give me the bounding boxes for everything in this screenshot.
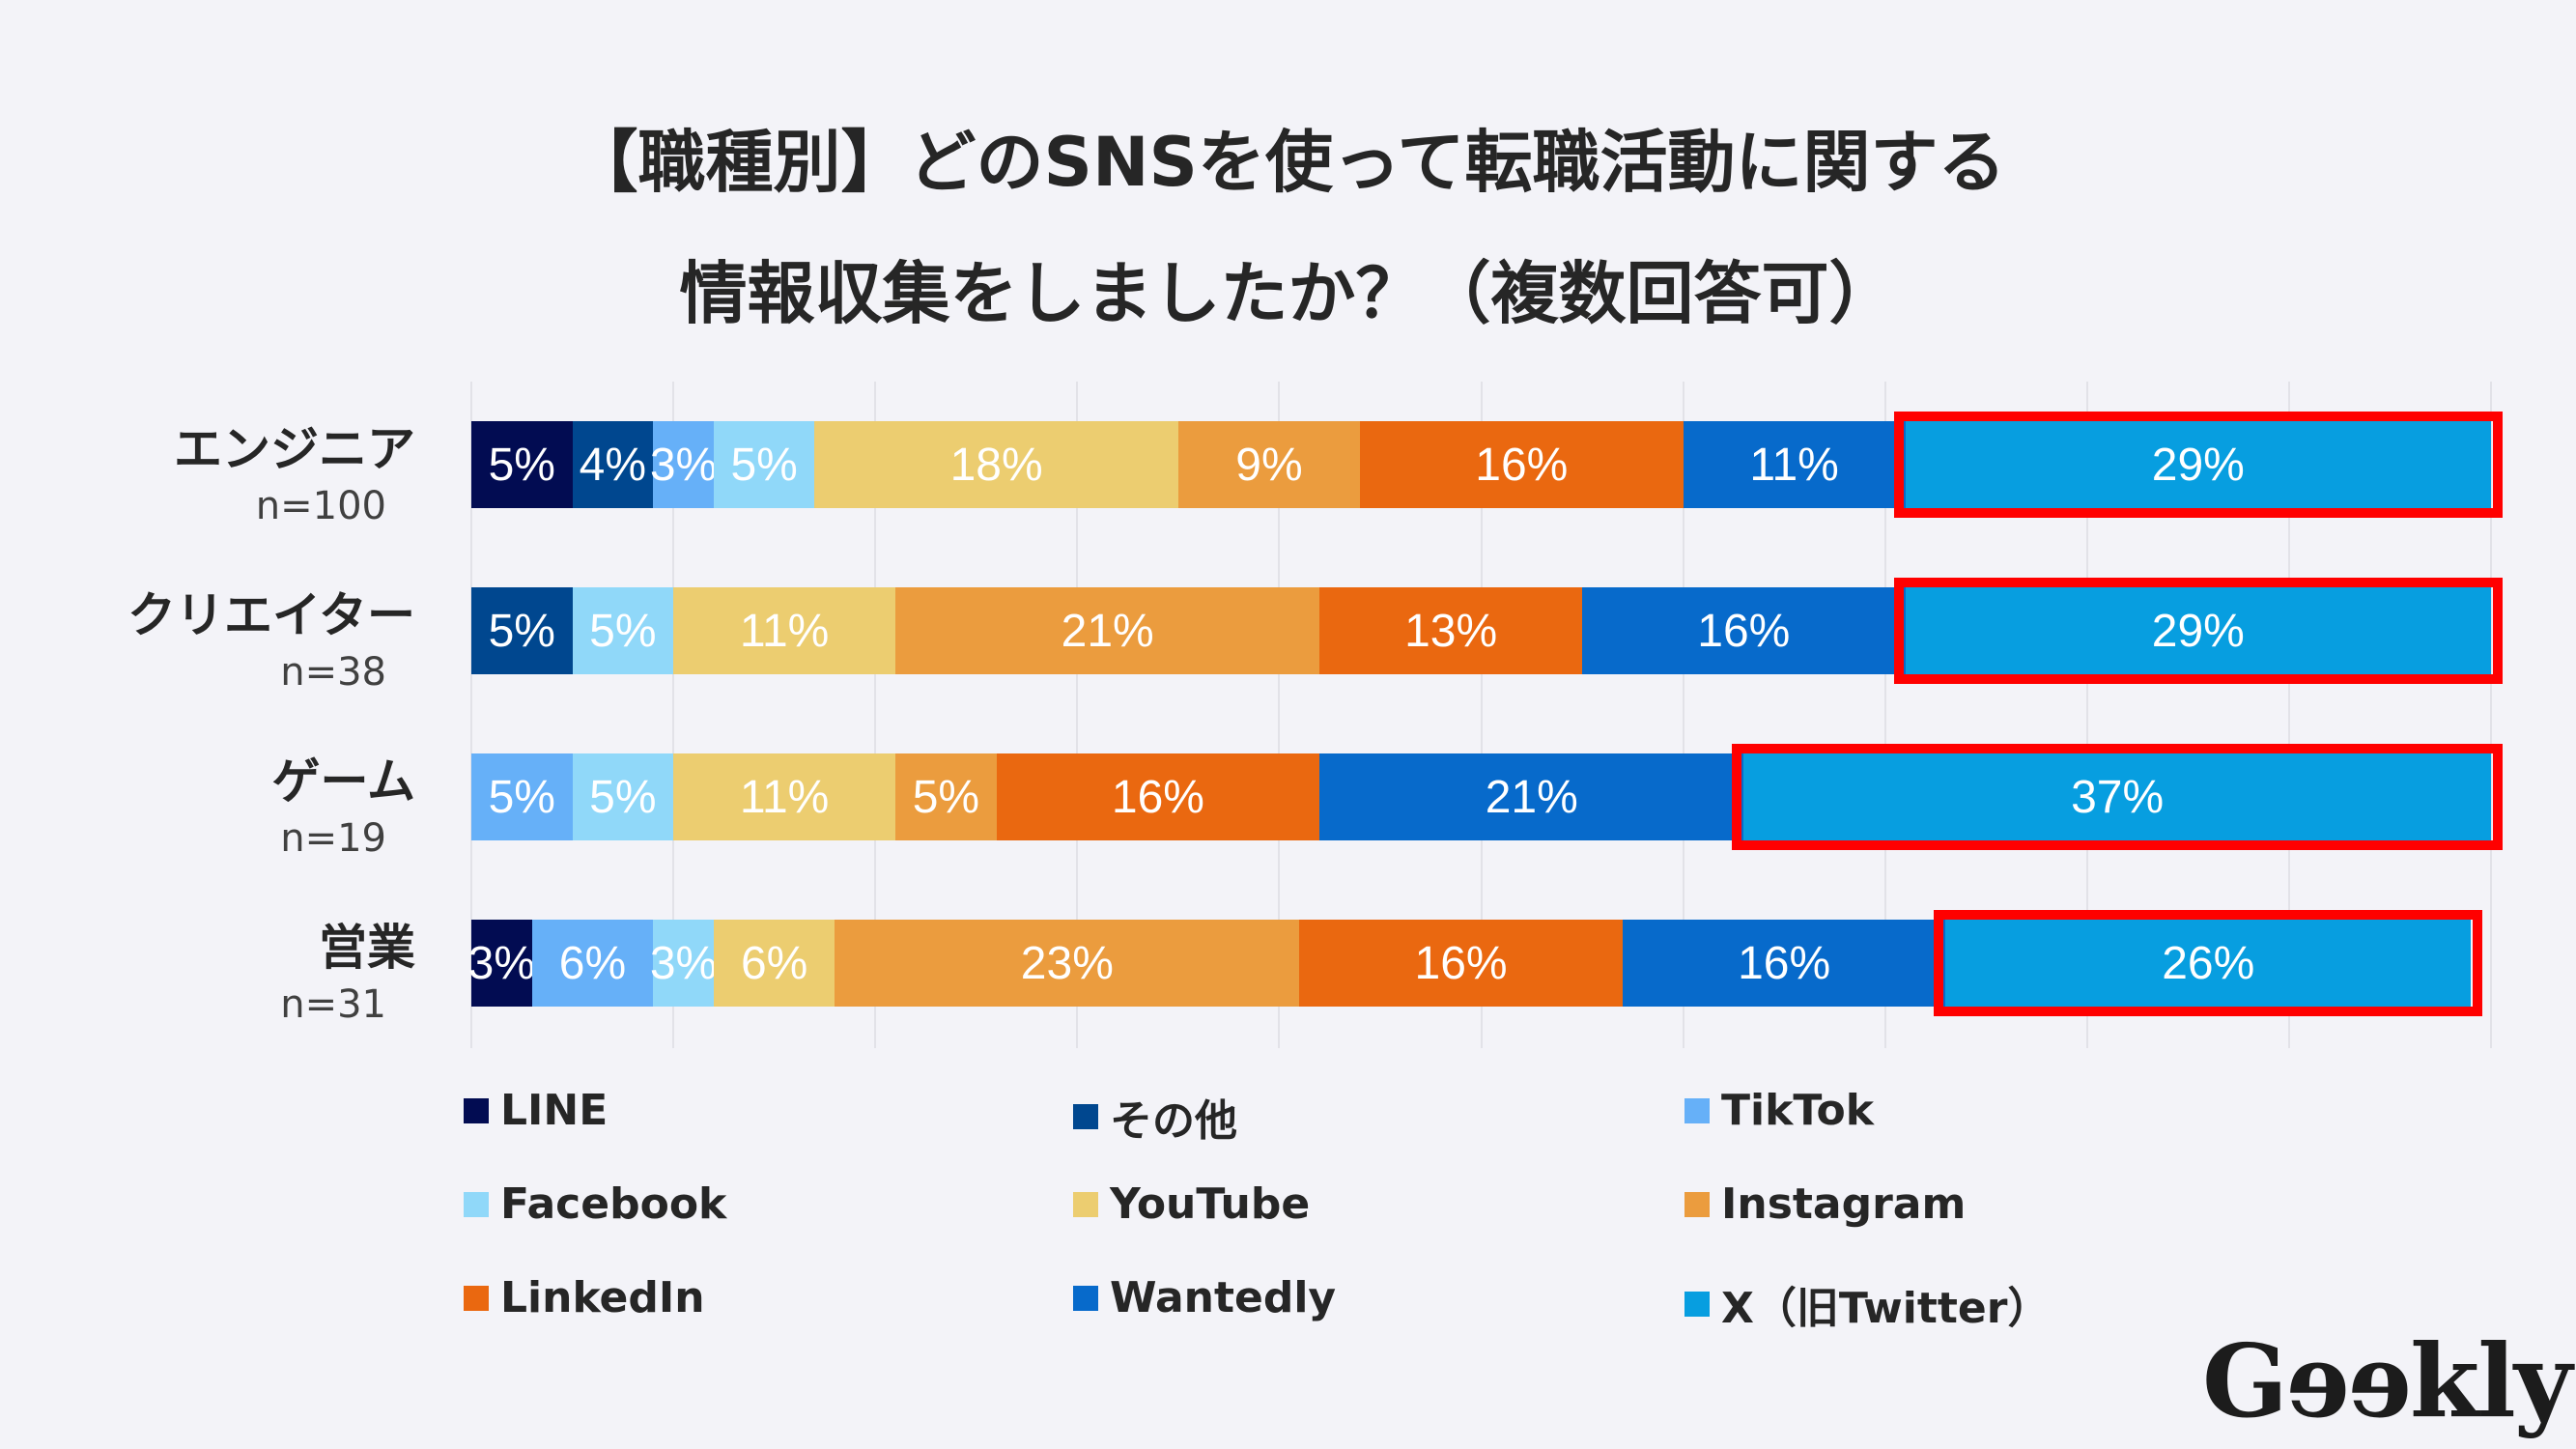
category-label: ゲーム — [271, 753, 416, 810]
gridline — [2287, 382, 2290, 1048]
bar-segment: 21% — [1319, 753, 1744, 840]
legend-label: TikTok — [1721, 1086, 1875, 1135]
bar-segment: 4% — [572, 421, 654, 508]
bar-segment: 16% — [1299, 920, 1623, 1007]
bar-segment: 5% — [471, 421, 573, 508]
category-label: エンジニア — [174, 421, 415, 477]
legend-label: LINE — [500, 1086, 609, 1135]
bar-segment: 26% — [1945, 920, 2472, 1007]
legend-label: Wantedly — [1110, 1273, 1337, 1322]
chart-title-line-1: 【職種別】どのSNSを使って転職活動に関する — [570, 123, 2006, 202]
legend-label: Facebook — [500, 1179, 727, 1229]
bar-segment: 9% — [1177, 421, 1361, 508]
bar-segment: 5% — [471, 587, 573, 674]
bar-segment: 29% — [1905, 421, 2491, 508]
legend-item: TikTok — [1684, 1086, 1874, 1135]
legend-label: YouTube — [1110, 1179, 1311, 1229]
sample-size-label: n=19 — [280, 816, 386, 861]
bar-segment: 3% — [650, 421, 717, 508]
sample-size-label: n=38 — [280, 650, 386, 695]
sample-size-label: n=100 — [255, 484, 386, 528]
bar-segment: 23% — [835, 920, 1300, 1007]
highlight-box — [1732, 744, 2503, 850]
legend-swatch — [464, 1191, 489, 1217]
gridline — [2085, 382, 2088, 1048]
bar-segment: 5% — [713, 421, 815, 508]
geekly-logo: Gɘɘkly — [2202, 1321, 2572, 1440]
gridline — [470, 382, 472, 1048]
legend-item: Facebook — [464, 1179, 726, 1229]
gridline — [2490, 382, 2492, 1048]
category-label: クリエイター — [127, 587, 415, 643]
gridline — [1076, 382, 1079, 1048]
legend-item: その他 — [1073, 1086, 1237, 1148]
bar-segment: 5% — [895, 753, 997, 840]
bar-segment: 29% — [1905, 587, 2491, 674]
legend-swatch — [464, 1285, 489, 1311]
legend-item: Wantedly — [1073, 1273, 1336, 1322]
legend-swatch — [464, 1097, 489, 1123]
legend-swatch — [1073, 1191, 1098, 1217]
gridline — [672, 382, 675, 1048]
legend-swatch — [1073, 1285, 1098, 1311]
bar-segment: 11% — [673, 587, 896, 674]
highlight-box — [1934, 910, 2483, 1016]
gridline — [874, 382, 877, 1048]
bar-segment: 21% — [895, 587, 1320, 674]
bar-segment: 13% — [1319, 587, 1583, 674]
legend-swatch — [1684, 1292, 1710, 1317]
bar-segment: 18% — [814, 421, 1178, 508]
legend-item: LINE — [464, 1086, 608, 1135]
legend-swatch — [1073, 1104, 1098, 1129]
bar-segment: 16% — [1582, 587, 1906, 674]
gridline — [1682, 382, 1684, 1048]
legend-swatch — [1684, 1097, 1710, 1123]
bar-segment: 3% — [468, 920, 535, 1007]
bar-segment: 5% — [572, 587, 674, 674]
chart-title-line-2: 情報収集をしましたか？（複数回答可） — [679, 254, 1897, 333]
bar-segment: 3% — [650, 920, 717, 1007]
category-label: 営業 — [319, 920, 415, 976]
bar-segment: 16% — [1360, 421, 1684, 508]
legend-item: Instagram — [1684, 1179, 1966, 1229]
bar-segment: 5% — [572, 753, 674, 840]
legend-swatch — [1684, 1191, 1710, 1217]
gridline — [1883, 382, 1886, 1048]
bar-segment: 5% — [471, 753, 573, 840]
gridline — [1480, 382, 1483, 1048]
bar-segment: 16% — [1622, 920, 1946, 1007]
legend-item: LinkedIn — [464, 1273, 705, 1322]
gridline — [1278, 382, 1281, 1048]
legend-item: YouTube — [1073, 1179, 1310, 1229]
bar-segment: 11% — [673, 753, 896, 840]
sample-size-label: n=31 — [280, 982, 386, 1027]
legend-item: X（旧Twitter） — [1684, 1273, 2050, 1335]
highlight-box — [1893, 578, 2503, 684]
legend-label: LinkedIn — [500, 1273, 705, 1322]
bar-segment: 6% — [713, 920, 835, 1007]
legend-label: その他 — [1110, 1096, 1237, 1146]
legend-label: X（旧Twitter） — [1721, 1284, 2051, 1333]
legend-label: Instagram — [1721, 1179, 1967, 1229]
highlight-box — [1893, 412, 2503, 518]
bar-segment: 16% — [996, 753, 1320, 840]
bar-segment: 37% — [1743, 753, 2491, 840]
bar-segment: 6% — [531, 920, 654, 1007]
bar-segment: 11% — [1683, 421, 1906, 508]
